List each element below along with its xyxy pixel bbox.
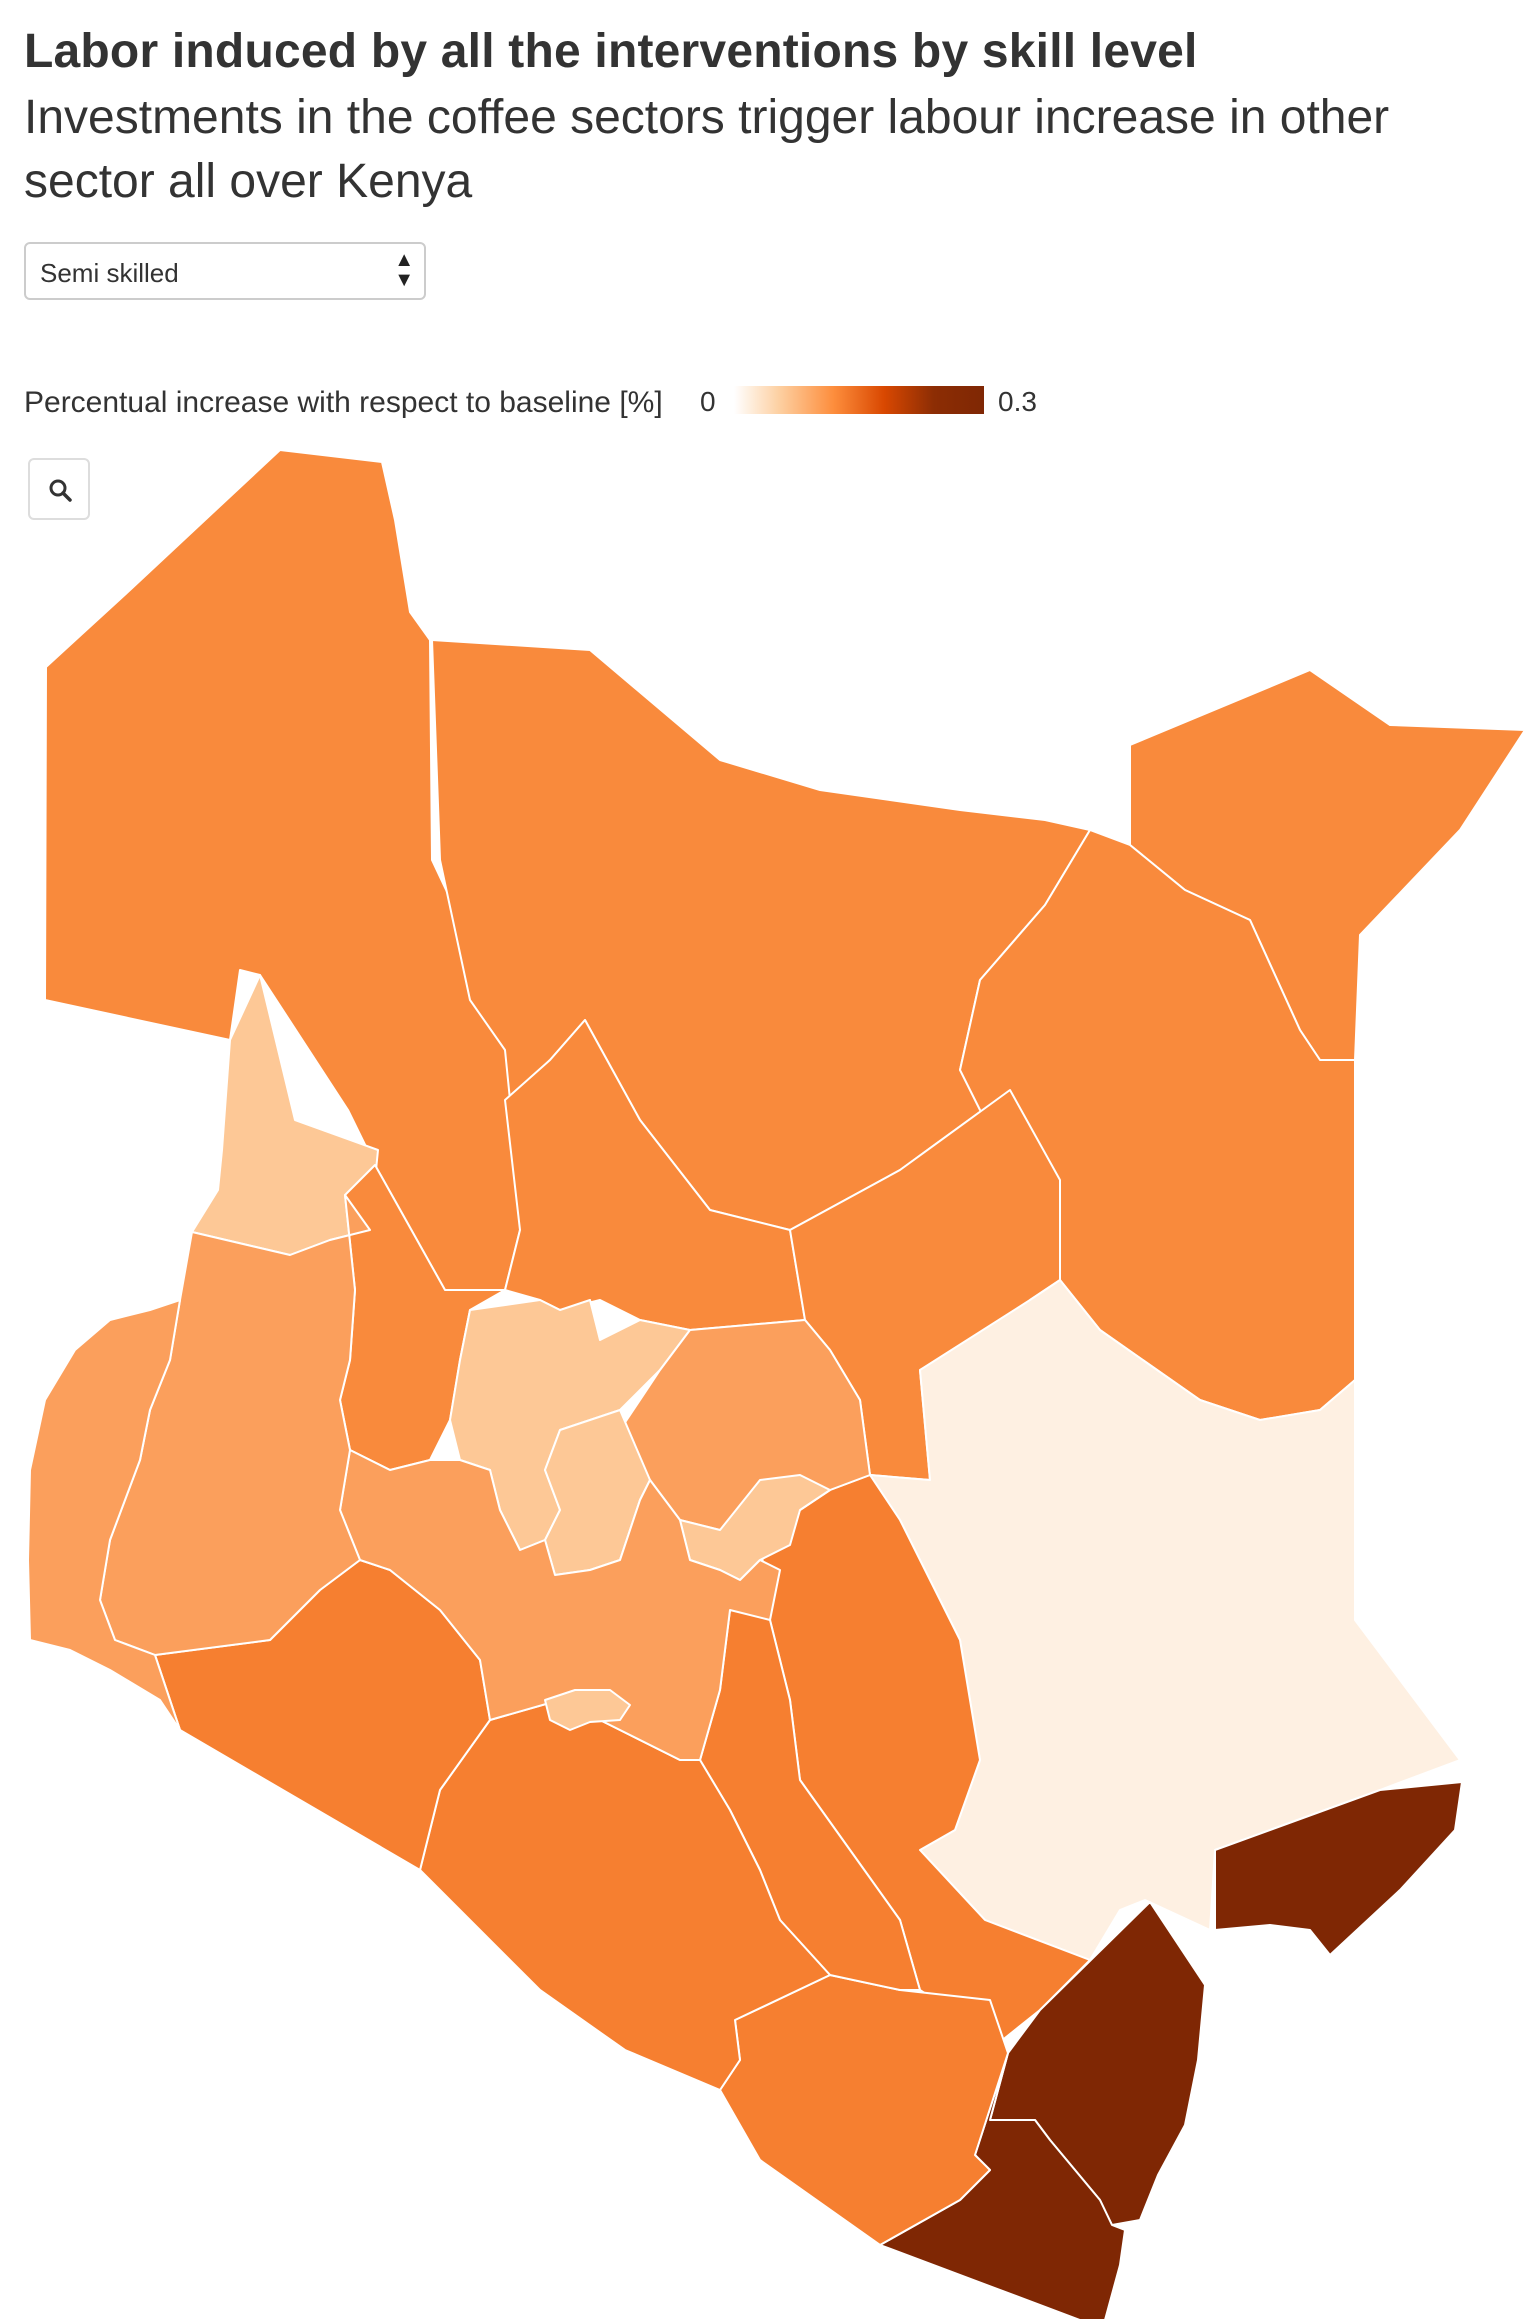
map-region[interactable] bbox=[544, 1689, 631, 1731]
legend-title: Percentual increase with respect to base… bbox=[24, 386, 663, 419]
zoom-search-button[interactable] bbox=[28, 458, 90, 520]
select-arrows-icon: ▲ ▼ bbox=[394, 249, 414, 291]
legend-color-bar bbox=[734, 386, 984, 414]
map-title: Labor induced by all the interventions b… bbox=[24, 25, 1198, 78]
map-subtitle: Investments in the coffee sectors trigge… bbox=[24, 91, 1390, 208]
map-region[interactable] bbox=[339, 1449, 781, 1761]
skill-level-selected-value: Semi skilled bbox=[40, 258, 179, 288]
search-icon bbox=[49, 479, 72, 502]
skill-level-select[interactable]: Semi skilled ▲ ▼ bbox=[24, 242, 426, 300]
color-legend: Percentual increase with respect to base… bbox=[24, 382, 1124, 422]
map-region[interactable] bbox=[27, 1299, 181, 1731]
map-region[interactable] bbox=[1214, 1781, 1463, 1956]
legend-max-label: 0.3 bbox=[998, 386, 1037, 417]
legend-min-label: 0 bbox=[700, 386, 716, 417]
